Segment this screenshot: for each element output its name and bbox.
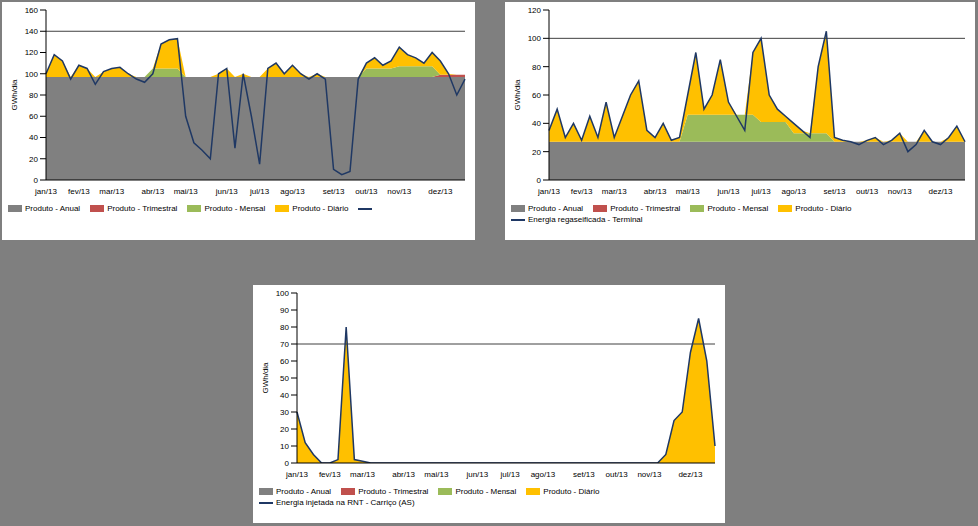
html-text:Produto - Anual: Produto - Anual xyxy=(25,204,81,213)
svg-text:nov/13: nov/13 xyxy=(387,187,412,196)
svg-text:20: 20 xyxy=(29,155,38,164)
svg-text:dez/13: dez/13 xyxy=(428,187,453,196)
html-text:Produto - Anual: Produto - Anual xyxy=(276,487,332,496)
html-text:Produto - Diário: Produto - Diário xyxy=(795,204,852,213)
svg-text:90: 90 xyxy=(280,306,289,315)
svg-text:set/13: set/13 xyxy=(824,187,846,196)
svg-text:nov/13: nov/13 xyxy=(637,470,662,479)
html-text:Produto - Diário: Produto - Diário xyxy=(543,487,600,496)
svg-text:50: 50 xyxy=(280,374,289,383)
svg-text:ago/13: ago/13 xyxy=(280,187,305,196)
svg-text:dez/13: dez/13 xyxy=(929,187,954,196)
svg-text:mai/13: mai/13 xyxy=(174,187,199,196)
svg-text:jul/13: jul/13 xyxy=(249,187,270,196)
svg-text:10: 10 xyxy=(280,442,289,451)
svg-text:out/13: out/13 xyxy=(856,187,879,196)
svg-text:jan/13: jan/13 xyxy=(34,187,57,196)
svg-text:80: 80 xyxy=(280,323,289,332)
svg-text:80: 80 xyxy=(29,91,38,100)
html-text:Produto - Anual: Produto - Anual xyxy=(528,204,584,213)
svg-text:jan/13: jan/13 xyxy=(285,470,308,479)
svg-text:20: 20 xyxy=(532,148,541,157)
html-text:Produto - Trimestral: Produto - Trimestral xyxy=(107,204,178,213)
svg-text:abr/13: abr/13 xyxy=(141,187,164,196)
svg-text:ago/13: ago/13 xyxy=(781,187,806,196)
svg-text:40: 40 xyxy=(29,133,38,142)
svg-text:mar/13: mar/13 xyxy=(350,470,375,479)
svg-text:mai/13: mai/13 xyxy=(424,470,449,479)
svg-text:fev/13: fev/13 xyxy=(319,470,341,479)
svg-text:abr/13: abr/13 xyxy=(392,470,415,479)
svg-text:jan/13: jan/13 xyxy=(537,187,560,196)
html-text:Energia regaseificada - Termin: Energia regaseificada - Terminal xyxy=(528,215,643,224)
svg-text:mai/13: mai/13 xyxy=(676,187,701,196)
svg-text:jul/13: jul/13 xyxy=(751,187,772,196)
svg-text:GWh/dia: GWh/dia xyxy=(261,362,270,394)
svg-text:60: 60 xyxy=(280,357,289,366)
svg-text:20: 20 xyxy=(280,425,289,434)
svg-text:30: 30 xyxy=(280,408,289,417)
svg-text:jun/13: jun/13 xyxy=(215,187,238,196)
svg-text:mar/13: mar/13 xyxy=(99,187,124,196)
svg-text:set/13: set/13 xyxy=(323,187,345,196)
svg-text:abr/13: abr/13 xyxy=(644,187,667,196)
html-text:Produto - Mensal: Produto - Mensal xyxy=(455,487,517,496)
svg-text:70: 70 xyxy=(280,340,289,349)
svg-text:80: 80 xyxy=(532,63,541,72)
html-text:Energia injetada na RNT - Carr: Energia injetada na RNT - Carriço (AS) xyxy=(276,498,415,507)
svg-text:40: 40 xyxy=(280,391,289,400)
svg-text:0: 0 xyxy=(34,176,39,185)
html-text:Produto - Mensal: Produto - Mensal xyxy=(707,204,769,213)
svg-text:set/13: set/13 xyxy=(573,470,595,479)
svg-text:120: 120 xyxy=(528,6,542,15)
svg-text:dez/13: dez/13 xyxy=(678,470,703,479)
svg-text:140: 140 xyxy=(25,27,39,36)
html-text:Produto - Diário: Produto - Diário xyxy=(292,204,349,213)
svg-text:0: 0 xyxy=(537,176,542,185)
svg-text:ago/13: ago/13 xyxy=(531,470,556,479)
svg-text:0: 0 xyxy=(285,459,290,468)
svg-text:GWh/dia: GWh/dia xyxy=(513,79,522,111)
svg-text:out/13: out/13 xyxy=(355,187,378,196)
svg-text:jun/13: jun/13 xyxy=(465,470,488,479)
svg-text:jul/13: jul/13 xyxy=(500,470,521,479)
html-text:Produto - Mensal: Produto - Mensal xyxy=(204,204,266,213)
svg-text:120: 120 xyxy=(25,48,39,57)
html-text:Produto - Trimestral: Produto - Trimestral xyxy=(358,487,429,496)
html-text:Produto - Trimestral: Produto - Trimestral xyxy=(610,204,681,213)
svg-text:jun/13: jun/13 xyxy=(717,187,740,196)
svg-text:60: 60 xyxy=(532,91,541,100)
svg-text:fev/13: fev/13 xyxy=(68,187,90,196)
svg-text:60: 60 xyxy=(29,112,38,121)
svg-text:mar/13: mar/13 xyxy=(602,187,627,196)
svg-text:40: 40 xyxy=(532,119,541,128)
svg-text:nov/13: nov/13 xyxy=(888,187,913,196)
svg-text:100: 100 xyxy=(276,289,290,298)
svg-text:100: 100 xyxy=(528,34,542,43)
svg-text:out/13: out/13 xyxy=(606,470,629,479)
svg-text:100: 100 xyxy=(25,70,39,79)
svg-text:fev/13: fev/13 xyxy=(571,187,593,196)
svg-text:160: 160 xyxy=(25,6,39,15)
svg-text:GWh/dia: GWh/dia xyxy=(10,79,19,111)
